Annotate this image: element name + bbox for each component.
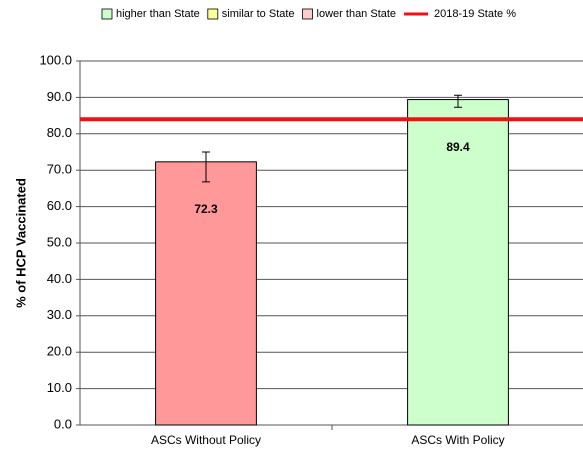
legend-label: higher than State <box>116 8 200 20</box>
y-tick-label: 100.0 <box>39 52 72 67</box>
y-tick-label: 80.0 <box>47 125 72 140</box>
legend-label: lower than State <box>317 8 397 20</box>
y-tick-label: 50.0 <box>47 234 72 249</box>
y-tick-label: 10.0 <box>47 380 72 395</box>
error-bar <box>202 151 210 183</box>
y-tick-label: 30.0 <box>47 307 72 322</box>
x-tick-label: ASCs Without Policy <box>151 433 261 447</box>
y-tick-label: 90.0 <box>47 89 72 104</box>
y-tick-label: 20.0 <box>47 344 72 359</box>
legend-swatch <box>101 8 113 20</box>
y-tick-label: 40.0 <box>47 271 72 286</box>
y-tick-label: 70.0 <box>47 162 72 177</box>
legend-label: similar to State <box>222 8 295 20</box>
legend-swatch <box>207 8 219 20</box>
legend-label: 2018-19 State % <box>434 8 516 20</box>
data-label: 72.3 <box>194 202 218 216</box>
error-bar <box>454 94 462 108</box>
bar <box>407 99 509 426</box>
y-axis-label: % of HCP Vaccinated <box>13 178 28 308</box>
data-label: 89.4 <box>446 140 470 154</box>
x-tick-label: ASCs With Policy <box>411 433 504 447</box>
legend-swatch <box>302 8 313 20</box>
y-tick-label: 0.0 <box>54 416 72 431</box>
y-tick-label: 60.0 <box>47 198 72 213</box>
